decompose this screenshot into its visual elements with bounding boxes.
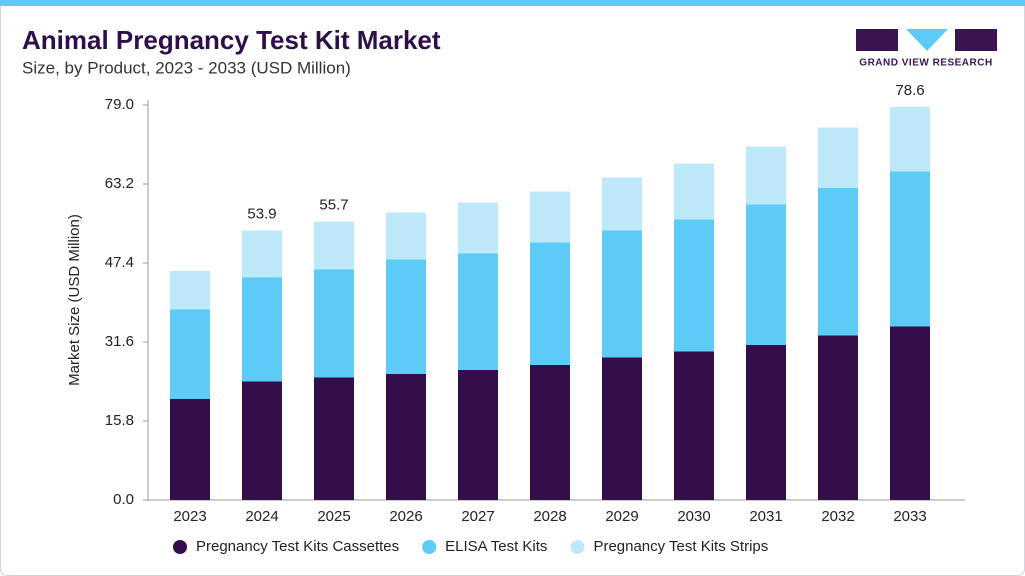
bar-segment	[458, 370, 498, 500]
bar-segment	[314, 269, 354, 378]
chart-subtitle: Size, by Product, 2023 - 2033 (USD Milli…	[22, 58, 351, 77]
bar-segment	[170, 271, 210, 310]
total-label: 55.7	[319, 196, 348, 213]
bar-segment	[818, 127, 858, 188]
x-tick-label: 2030	[677, 508, 710, 525]
legend-swatch	[422, 540, 437, 554]
total-label: 53.9	[247, 205, 276, 222]
y-tick-label: 79.0	[105, 96, 134, 113]
y-tick-label: 63.2	[105, 175, 134, 192]
bar-segment	[314, 221, 354, 270]
bar-segment	[458, 253, 498, 370]
x-tick-label: 2026	[389, 508, 422, 525]
bar-segment	[890, 171, 930, 327]
total-label: 78.6	[895, 82, 924, 99]
y-tick-label: 31.6	[105, 333, 134, 350]
bar-segment	[242, 230, 282, 278]
legend-label: ELISA Test Kits	[445, 538, 547, 555]
x-tick-label: 2027	[461, 508, 494, 525]
bar-segment	[746, 204, 786, 345]
x-tick-label: 2024	[245, 508, 278, 525]
y-axis-title: Market Size (USD Million)	[66, 214, 83, 386]
x-tick-label: 2033	[893, 508, 926, 525]
bar-segment	[602, 357, 642, 500]
legend-label: Pregnancy Test Kits Strips	[593, 538, 768, 555]
legend-label: Pregnancy Test Kits Cassettes	[196, 538, 399, 555]
bar-segment	[674, 219, 714, 352]
bar-segment	[602, 230, 642, 358]
bar-segment	[170, 309, 210, 399]
bar-segment	[890, 326, 930, 500]
logo-block	[955, 29, 997, 51]
bar-segment	[530, 242, 570, 365]
y-tick-label: 0.0	[113, 491, 134, 508]
bar-segment	[386, 374, 426, 500]
bar-segment	[530, 191, 570, 243]
brand: GRAND VIEW RESEARCH	[859, 58, 992, 69]
chart-title: Animal Pregnancy Test Kit Market	[22, 25, 441, 55]
bar-segment	[674, 163, 714, 220]
x-tick-label: 2025	[317, 508, 350, 525]
bar-segment	[818, 335, 858, 500]
logo-block	[906, 29, 948, 51]
x-tick-label: 2031	[749, 508, 782, 525]
bar-segment	[746, 345, 786, 500]
bar-segment	[674, 351, 714, 500]
bar-segment	[818, 188, 858, 336]
x-tick-label: 2032	[821, 508, 854, 525]
bar-segment	[386, 259, 426, 374]
x-tick-label: 2028	[533, 508, 566, 525]
bar-segment	[242, 277, 282, 382]
x-tick-label: 2029	[605, 508, 638, 525]
bar-segment	[386, 212, 426, 260]
bar-segment	[170, 399, 210, 500]
bar-segment	[314, 377, 354, 500]
top-stripe	[0, 0, 1025, 6]
x-tick-label: 2023	[173, 508, 206, 525]
y-tick-label: 47.4	[105, 254, 134, 271]
bar-segment	[242, 381, 282, 500]
legend-swatch	[570, 540, 585, 554]
bar-segment	[746, 146, 786, 205]
logo: GRAND VIEW RESEARCH	[856, 29, 997, 69]
logo-block	[856, 29, 898, 51]
bar-segment	[890, 107, 930, 172]
y-tick-label: 15.8	[105, 412, 134, 429]
bar-segment	[458, 202, 498, 254]
bar-segment	[530, 365, 570, 500]
bar-segment	[602, 177, 642, 231]
legend-swatch	[173, 540, 187, 554]
